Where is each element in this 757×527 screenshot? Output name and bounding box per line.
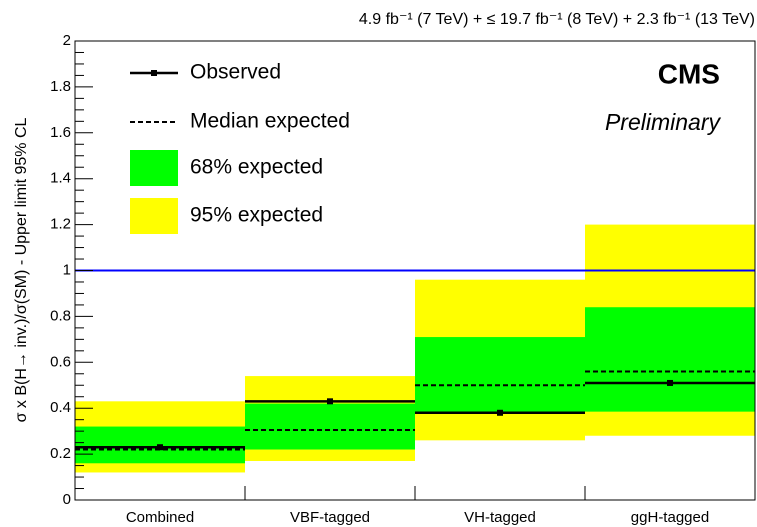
band-2	[585, 307, 755, 412]
legend-label: 95% expected	[190, 204, 323, 227]
legend-label: Median expected	[190, 110, 350, 133]
y-tick-label: 1.8	[50, 78, 71, 95]
y-tick-label: 0.2	[50, 445, 71, 462]
legend-observed-marker	[151, 70, 157, 76]
x-tick-label: VBF-tagged	[290, 509, 370, 526]
y-tick-label: 0.4	[50, 399, 71, 416]
x-tick-label: VH-tagged	[464, 509, 536, 526]
band-2	[415, 337, 585, 413]
observed-marker	[157, 444, 163, 451]
observed-marker	[667, 379, 673, 386]
lumi-label: 4.9 fb⁻¹ (7 TeV) + ≤ 19.7 fb⁻¹ (8 TeV) +…	[359, 11, 755, 28]
x-tick-label: Combined	[126, 509, 194, 526]
legend-label: 68% expected	[190, 156, 323, 179]
y-tick-label: 1.4	[50, 170, 71, 187]
observed-mark	[415, 409, 585, 416]
y-axis-label: σ x B(H→ inv.)/σ(SM) - Upper limit 95% C…	[13, 117, 30, 422]
x-tick-label: ggH-tagged	[631, 509, 709, 526]
preliminary-label: Preliminary	[605, 109, 722, 135]
y-tick-label: 2	[63, 32, 71, 49]
observed-marker	[497, 409, 503, 416]
y-tick-label: 1.2	[50, 216, 71, 233]
band-2	[245, 403, 415, 450]
legend-label: Observed	[190, 61, 281, 84]
observed-mark	[245, 398, 415, 405]
observed-marker	[327, 398, 333, 405]
cms-label: CMS	[658, 58, 720, 89]
y-tick-label: 0	[63, 491, 71, 508]
legend-95	[130, 198, 178, 234]
observed-mark	[75, 444, 245, 451]
y-tick-label: 1.6	[50, 124, 71, 141]
observed-mark	[585, 379, 755, 386]
legend-68	[130, 150, 178, 186]
y-tick-label: 0.6	[50, 353, 71, 370]
y-tick-label: 1	[63, 261, 71, 278]
y-tick-label: 0.8	[50, 307, 71, 324]
